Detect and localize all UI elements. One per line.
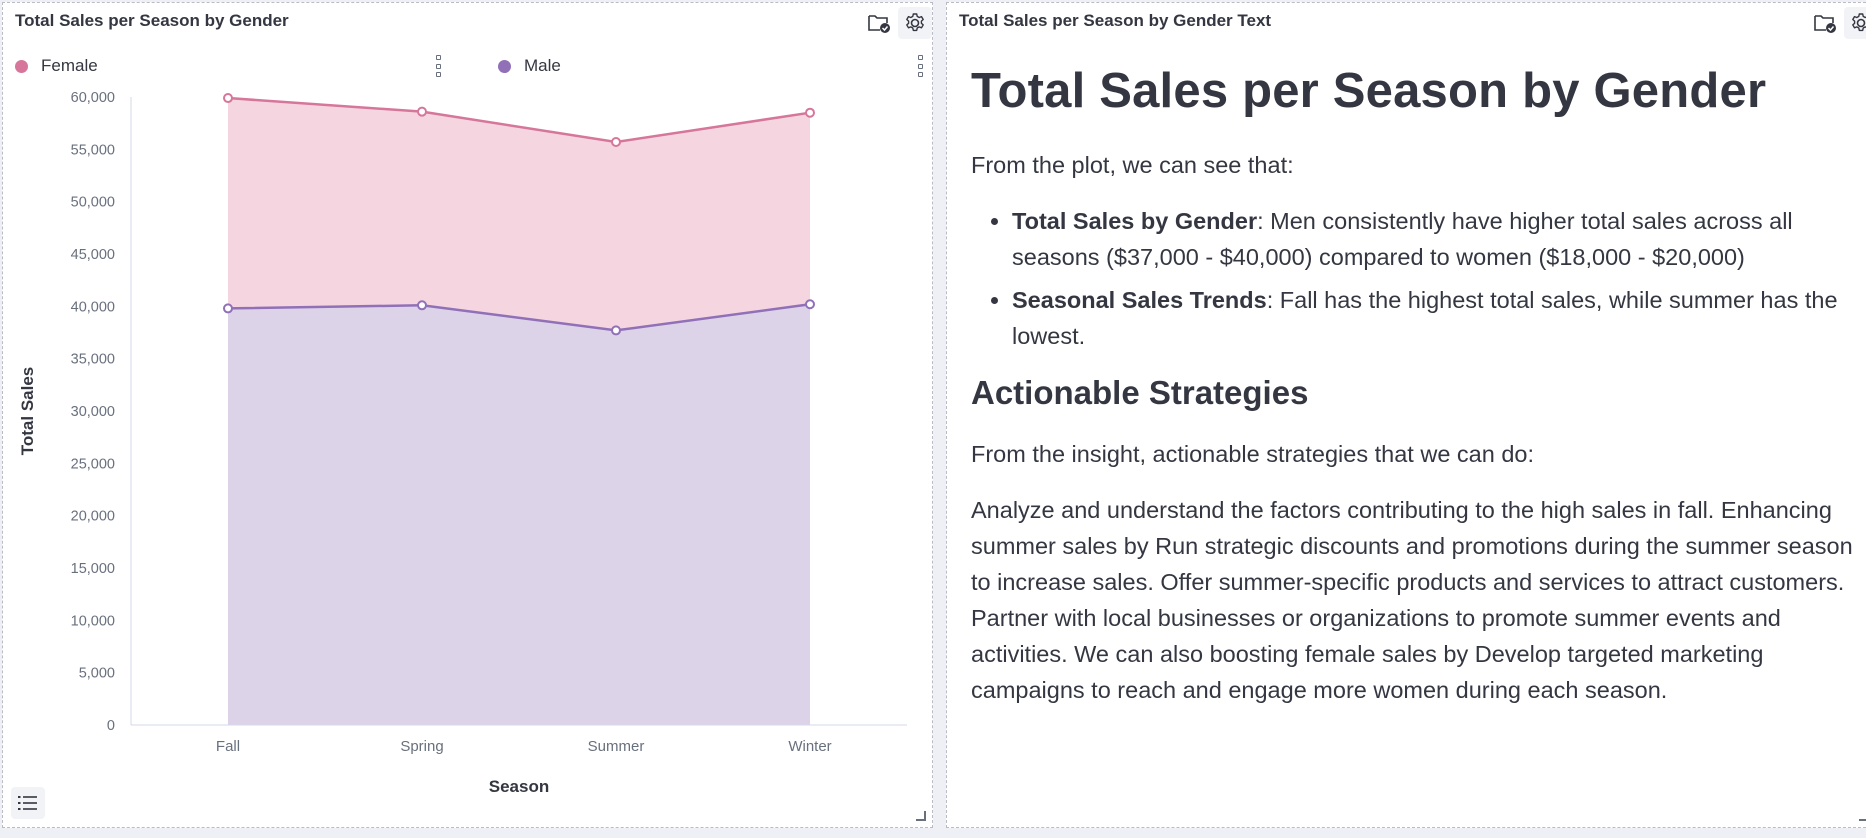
legend-swatch-female	[15, 59, 28, 73]
legend-item-male[interactable]: Male	[498, 56, 561, 76]
x-tick-label: Spring	[400, 738, 443, 755]
y-tick-label: 20,000	[71, 509, 115, 525]
markdown-content: Total Sales per Season by Gender From th…	[971, 64, 1861, 728]
chart-panel: Total Sales per Season by Gender Female …	[2, 2, 933, 828]
chart-panel-title: Total Sales per Season by Gender	[15, 11, 289, 30]
gear-icon[interactable]	[898, 7, 932, 39]
point-female	[223, 93, 233, 104]
point-male	[417, 300, 427, 311]
resize-handle[interactable]	[916, 811, 926, 821]
x-axis-title: Season	[489, 777, 549, 796]
y-tick-label: 15,000	[71, 561, 115, 577]
y-axis-title: Total Sales	[18, 367, 37, 456]
strategies-intro: From the insight, actionable strategies …	[971, 440, 1535, 467]
gear-icon[interactable]	[1844, 7, 1866, 39]
area-male	[228, 304, 810, 725]
legend-label-female: Female	[41, 56, 98, 75]
folder-check-icon[interactable]	[1808, 7, 1842, 39]
list-icon[interactable]	[11, 787, 45, 819]
y-tick-label: 45,000	[71, 247, 115, 263]
point-female	[611, 137, 621, 148]
markdown-heading: Total Sales per Season by Gender	[971, 64, 1767, 118]
point-female	[805, 107, 815, 118]
y-tick-label: 0	[107, 718, 115, 734]
resize-handle[interactable]	[1859, 811, 1866, 821]
line-male	[227, 303, 811, 332]
strategies-body: Analyze and understand the factors contr…	[971, 496, 1853, 703]
point-male	[611, 325, 621, 336]
point-male	[805, 299, 815, 310]
markdown-subheading: Actionable Strategies	[971, 373, 1309, 411]
y-tick-label: 50,000	[71, 195, 115, 211]
list-item: Seasonal Sales Trends: Fall has the high…	[1012, 282, 1861, 354]
y-tick-label: 30,000	[71, 404, 115, 420]
y-tick-label: 40,000	[71, 299, 115, 315]
y-tick-label: 55,000	[71, 142, 115, 158]
x-tick-label: Summer	[588, 738, 645, 755]
x-tick-label: Winter	[788, 738, 831, 755]
legend-swatch-male	[498, 59, 511, 73]
insight-list: Total Sales by Gender: Men consistently …	[971, 203, 1861, 354]
legend-options-icon[interactable]	[433, 55, 443, 77]
bullet-bold-label: Total Sales by Gender	[1012, 207, 1258, 234]
bullet-text: : Fall has the highest total sales, whil…	[1012, 286, 1838, 349]
line-female	[227, 96, 811, 144]
legend-item-female[interactable]: Female	[15, 56, 98, 76]
y-tick-label: 5,000	[79, 666, 115, 682]
markdown-intro: From the plot, we can see that:	[971, 151, 1294, 178]
y-tick-label: 35,000	[71, 352, 115, 368]
point-female	[417, 106, 427, 117]
legend-options-icon[interactable]	[915, 55, 925, 77]
text-panel: Total Sales per Season by Gender Text To…	[946, 2, 1866, 828]
folder-check-icon[interactable]	[862, 7, 896, 39]
y-tick-label: 60,000	[71, 90, 115, 106]
point-male	[223, 303, 233, 314]
x-tick-label: Fall	[216, 738, 240, 755]
area-female	[228, 98, 810, 331]
y-tick-label: 10,000	[71, 613, 115, 629]
text-panel-title: Total Sales per Season by Gender Text	[959, 11, 1272, 30]
list-item: Total Sales by Gender: Men consistently …	[1012, 203, 1861, 275]
y-tick-label: 25,000	[71, 456, 115, 472]
bullet-text: : Men consistently have higher total sal…	[1012, 207, 1793, 270]
bullet-bold-label: Seasonal Sales Trends	[1012, 286, 1267, 313]
legend-label-male: Male	[524, 56, 561, 75]
area-chart: 0 5,000 10,000 15,000 20,000 25,000 30,000 35,0…	[18, 90, 907, 796]
